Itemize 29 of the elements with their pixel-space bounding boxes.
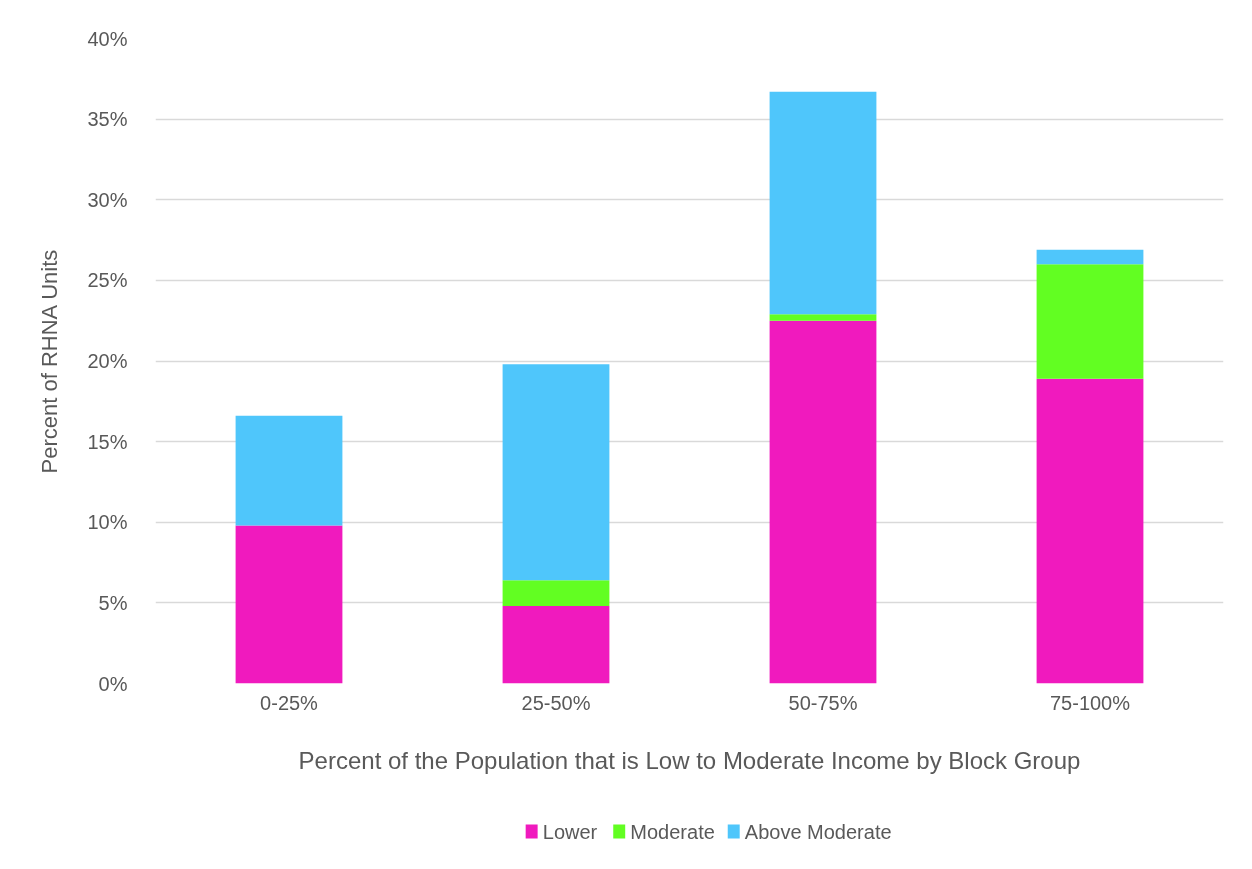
- bar: [502, 580, 610, 607]
- bar: [502, 606, 610, 684]
- y-tick-label: 35%: [87, 108, 128, 131]
- x-tick-label: 75-100%: [1049, 691, 1131, 714]
- y-tick-label: 5%: [98, 591, 128, 614]
- bar: [769, 314, 877, 321]
- y-tick-label: 30%: [87, 188, 128, 211]
- y-tick-label: 40%: [87, 27, 128, 50]
- y-tick-label: 25%: [87, 269, 128, 292]
- legend-label: Moderate: [630, 820, 715, 843]
- bar: [769, 91, 877, 315]
- y-tick-label: 20%: [87, 350, 128, 372]
- bar: [1036, 378, 1144, 684]
- bar: [235, 415, 343, 526]
- bar: [1036, 249, 1144, 265]
- bar: [1036, 264, 1144, 379]
- x-tick-label: 50-75%: [788, 691, 858, 714]
- legend-label: Above Moderate: [744, 820, 892, 843]
- bar: [235, 525, 343, 684]
- x-tick-label: 25-50%: [521, 691, 591, 714]
- bar: [769, 320, 877, 684]
- y-tick-label: 10%: [87, 511, 128, 534]
- legend-label: Lower: [542, 820, 598, 843]
- y-tick-label: 15%: [87, 430, 128, 453]
- y-tick-label: 0%: [98, 672, 128, 695]
- x-tick-label: 0-25%: [260, 691, 319, 714]
- bar: [502, 364, 610, 581]
- x-axis-title: Percent of the Population that is Low to Moderate Income by Block Group: [298, 746, 1081, 774]
- y-axis-title: Percent of RHNA Units: [37, 249, 63, 474]
